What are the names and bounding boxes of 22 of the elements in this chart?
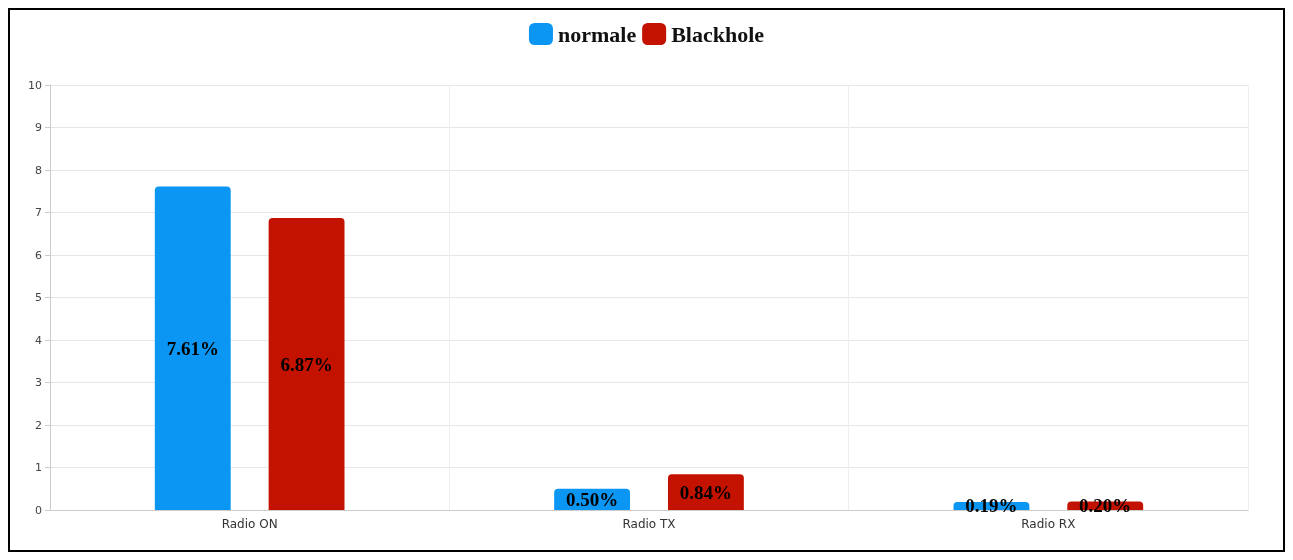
y-tick-label: 9 (35, 121, 42, 134)
data-label: 7.61% (166, 337, 219, 359)
x-tick-label: Radio RX (1021, 517, 1076, 531)
legend-label: Blackhole (671, 21, 765, 47)
y-tick-label: 8 (35, 163, 42, 177)
y-tick-label: 6 (35, 248, 42, 262)
x-tick-label: Radio TX (622, 517, 676, 531)
data-label: 0.50% (565, 488, 619, 510)
legend-label: normale (557, 21, 637, 47)
y-tick-label: 5 (35, 291, 42, 304)
bar (154, 186, 231, 510)
x-tick-label: Radio ON (221, 517, 278, 531)
y-tick-label: 4 (35, 333, 42, 347)
y-tick-label: 2 (35, 418, 42, 432)
y-tick-label: 0 (35, 503, 42, 517)
y-tick-label: 3 (35, 376, 42, 389)
data-label: 6.87% (280, 353, 333, 375)
y-tick-label: 1 (35, 461, 42, 474)
y-tick-label: 10 (28, 78, 42, 92)
y-tick-label: 7 (35, 206, 42, 219)
data-label: 0.84% (679, 481, 733, 503)
bar (268, 218, 345, 510)
